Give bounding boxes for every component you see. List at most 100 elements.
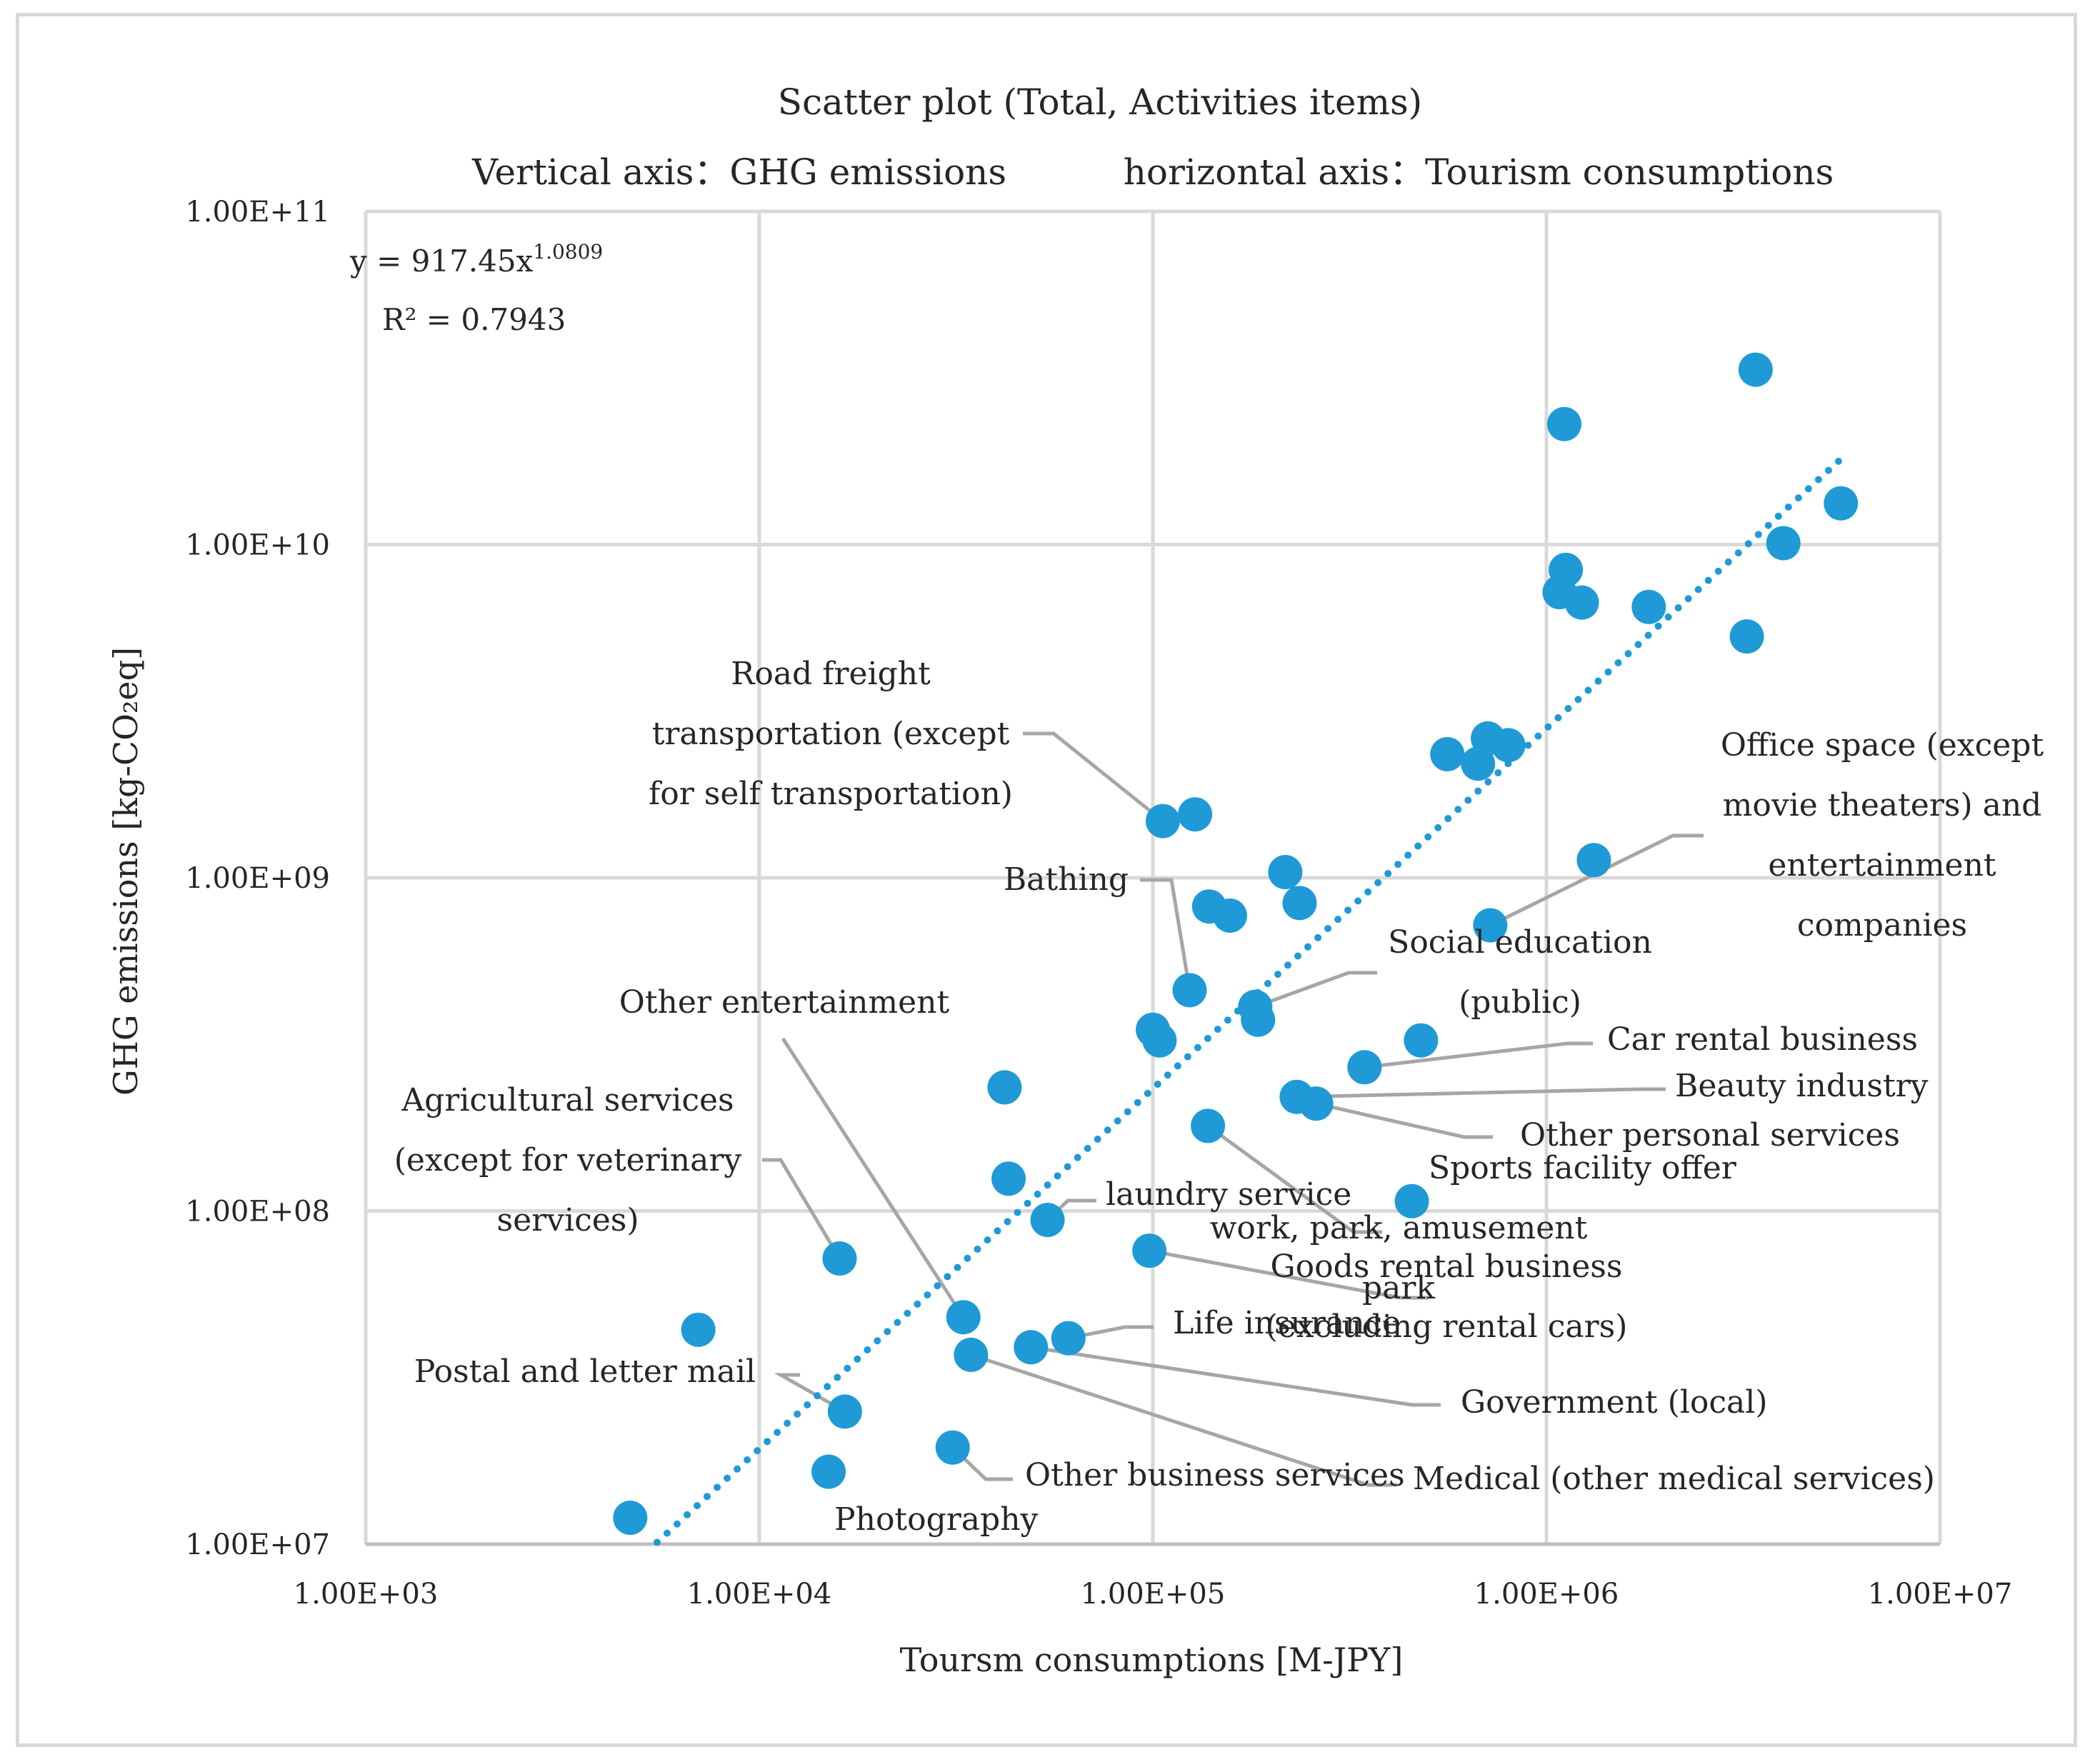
annotation-leader-line [1364, 1041, 1593, 1069]
data-point [1824, 486, 1859, 521]
y-tick-label: 1.00E+11 [185, 196, 330, 229]
data-point [811, 1454, 846, 1489]
data-point [1014, 1330, 1049, 1365]
trendline-equation-exponent: 1.0809 [533, 240, 603, 264]
annotation-label-line: Other personal services [1520, 1117, 1900, 1153]
x-axis-label: Toursm consumptions [M-JPY] [900, 1641, 1404, 1679]
annotation-label: Life insurance [1173, 1305, 1401, 1341]
annotation-leader-line [970, 1353, 1396, 1487]
annotation-leaders [762, 731, 1704, 1487]
data-point [1282, 886, 1317, 921]
trendline-equation: y = 917.45x1.0809 [349, 240, 603, 279]
data-point [1491, 728, 1526, 763]
x-tick-label: 1.00E+05 [1081, 1578, 1226, 1611]
data-point [1241, 1002, 1276, 1037]
annotation-label-line: (public) [1459, 984, 1581, 1021]
data-point [1404, 1023, 1439, 1058]
annotation-label-line: laundry service [1106, 1176, 1351, 1213]
data-point [1051, 1321, 1086, 1356]
annotation-label-line: Goods rental business [1271, 1248, 1623, 1285]
data-point [1172, 973, 1207, 1008]
data-point [1546, 406, 1581, 441]
annotation-label-line: Postal and letter mail [414, 1353, 756, 1390]
grid-layer [364, 209, 1942, 1546]
data-point [1142, 1023, 1177, 1058]
annotation-label-line: Other entertainment [619, 984, 950, 1021]
data-point [1430, 736, 1465, 771]
y-tick-label: 1.00E+09 [185, 862, 330, 895]
annotation-label-line: Bathing [1004, 861, 1129, 898]
annotation-label-line: (except for veterinary [394, 1142, 742, 1178]
annotation-leader-line [1023, 731, 1164, 823]
data-point [1473, 908, 1508, 943]
annotation-label: Office space (except movie theaters) and e… [1721, 727, 2044, 943]
data-point [1564, 585, 1599, 620]
annotation-label-line: Beauty industry [1675, 1068, 1929, 1104]
y-tick-label: 1.00E+10 [185, 529, 330, 562]
data-point [1299, 1086, 1334, 1121]
chart-title-vertical-axis: Vertical axis：GHG emissions [471, 151, 1006, 193]
y-axis-label: GHG emissions [kg-CO₂eq] [106, 647, 145, 1096]
data-point [1268, 855, 1303, 890]
annotation-label-line: entertainment [1768, 847, 1996, 883]
trendline-equation-base: y = 917.45x [349, 244, 534, 279]
data-point [613, 1501, 648, 1536]
annotation-label: work, park, amusement park [1210, 1210, 1588, 1306]
data-point [1766, 526, 1801, 561]
annotation-leader-line [762, 1158, 841, 1260]
annotation-label-line: park [1362, 1270, 1435, 1306]
data-points [613, 352, 1859, 1536]
data-point [954, 1337, 989, 1372]
data-point [991, 1161, 1026, 1196]
chart-frame [16, 13, 2077, 1747]
x-tick-label: 1.00E+07 [1868, 1578, 2013, 1611]
chart-title-horizontal-axis: horizontal axis：Tourism consumptions [1124, 151, 1834, 193]
data-point [1178, 797, 1213, 832]
data-point [1394, 1183, 1429, 1218]
annotation-label-line: Life insurance [1173, 1305, 1401, 1341]
annotation-label: Other personal services [1520, 1117, 1900, 1153]
annotation-label-line: (excluding rental cars) [1266, 1308, 1628, 1345]
data-point [1212, 898, 1247, 933]
tick-labels: 1.00E+03 1.00E+04 1.00E+05 1.00E+06 1.00E+07… [185, 196, 2012, 1611]
annotation-label: Photography [834, 1501, 1039, 1538]
data-point [822, 1241, 857, 1276]
data-point [681, 1312, 716, 1347]
x-tick-label: 1.00E+06 [1474, 1578, 1619, 1611]
data-point [1631, 589, 1666, 624]
annotation-label-line: Social education [1388, 924, 1652, 961]
annotation-label: Sports facility offer [1429, 1150, 1737, 1186]
annotation-label-line: transportation (except [652, 716, 1010, 752]
data-point [946, 1300, 981, 1335]
annotation-label: Beauty industry [1675, 1068, 1929, 1104]
data-point [1738, 352, 1773, 387]
annotation-label-line: Road freight [731, 656, 931, 692]
annotation-leader-line [1296, 1087, 1666, 1099]
annotation-label: Other business services [1025, 1457, 1405, 1493]
data-point [1576, 843, 1611, 878]
annotation-label-line: Government (local) [1461, 1384, 1768, 1421]
chart-title-line-1: Scatter plot (Total, Activities items) [778, 81, 1422, 123]
data-point [987, 1070, 1022, 1105]
annotation-label-line: Agricultural services [401, 1082, 734, 1118]
annotation-label-line: Car rental business [1607, 1021, 1918, 1058]
annotation-label-line: companies [1797, 907, 1967, 943]
annotation-label: Car rental business [1607, 1021, 1918, 1058]
annotation-leader-line [1149, 1248, 1429, 1300]
annotation-label-line: movie theaters) and [1723, 787, 2042, 824]
y-tick-label: 1.00E+08 [185, 1196, 330, 1228]
annotation-label-line: Medical (other medical services) [1413, 1461, 1935, 1497]
annotation-label: Bathing [1004, 861, 1129, 898]
annotation-label-line: Office space (except [1721, 727, 2044, 764]
annotation-label: Social education (public) [1388, 924, 1652, 1021]
data-point [1347, 1050, 1382, 1085]
data-point [1191, 1108, 1226, 1143]
annotation-label: Other entertainment [619, 984, 950, 1021]
annotation-leader-line [1206, 1124, 1382, 1234]
annotation-label-line: Other business services [1025, 1457, 1405, 1493]
annotation-leader-line [1489, 834, 1704, 927]
annotation-label: Road freight transportation (except for se… [649, 656, 1013, 812]
trendline-r-squared: R² = 0.7943 [382, 302, 566, 337]
